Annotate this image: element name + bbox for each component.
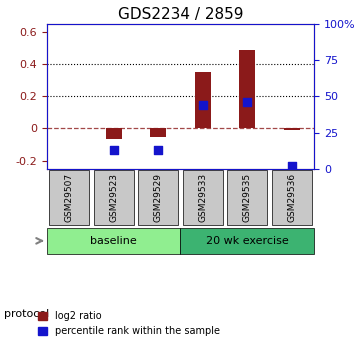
Point [244, 99, 250, 105]
FancyBboxPatch shape [272, 170, 312, 225]
FancyBboxPatch shape [183, 170, 223, 225]
FancyBboxPatch shape [227, 170, 267, 225]
Text: GSM29523: GSM29523 [109, 173, 118, 222]
Bar [284, 128, 300, 130]
Bar [151, 128, 166, 137]
Point [200, 102, 206, 108]
Bar [106, 128, 122, 139]
Text: GSM29507: GSM29507 [65, 173, 74, 222]
Text: protocol: protocol [4, 309, 49, 319]
Legend: log2 ratio, percentile rank within the sample: log2 ratio, percentile rank within the s… [34, 307, 224, 340]
Title: GDS2234 / 2859: GDS2234 / 2859 [118, 7, 243, 22]
FancyBboxPatch shape [93, 170, 134, 225]
Text: baseline: baseline [90, 236, 137, 246]
Point [289, 163, 295, 168]
FancyBboxPatch shape [49, 170, 89, 225]
Text: GSM29533: GSM29533 [198, 173, 207, 222]
Bar [195, 72, 210, 128]
Text: 20 wk exercise: 20 wk exercise [206, 236, 289, 246]
FancyBboxPatch shape [138, 170, 178, 225]
FancyBboxPatch shape [47, 228, 180, 254]
Point [111, 147, 117, 152]
FancyBboxPatch shape [180, 228, 314, 254]
Text: GSM29535: GSM29535 [243, 173, 252, 222]
Text: GSM29529: GSM29529 [154, 173, 163, 222]
Bar [239, 50, 255, 128]
Text: GSM29536: GSM29536 [287, 173, 296, 222]
Point [155, 147, 161, 152]
